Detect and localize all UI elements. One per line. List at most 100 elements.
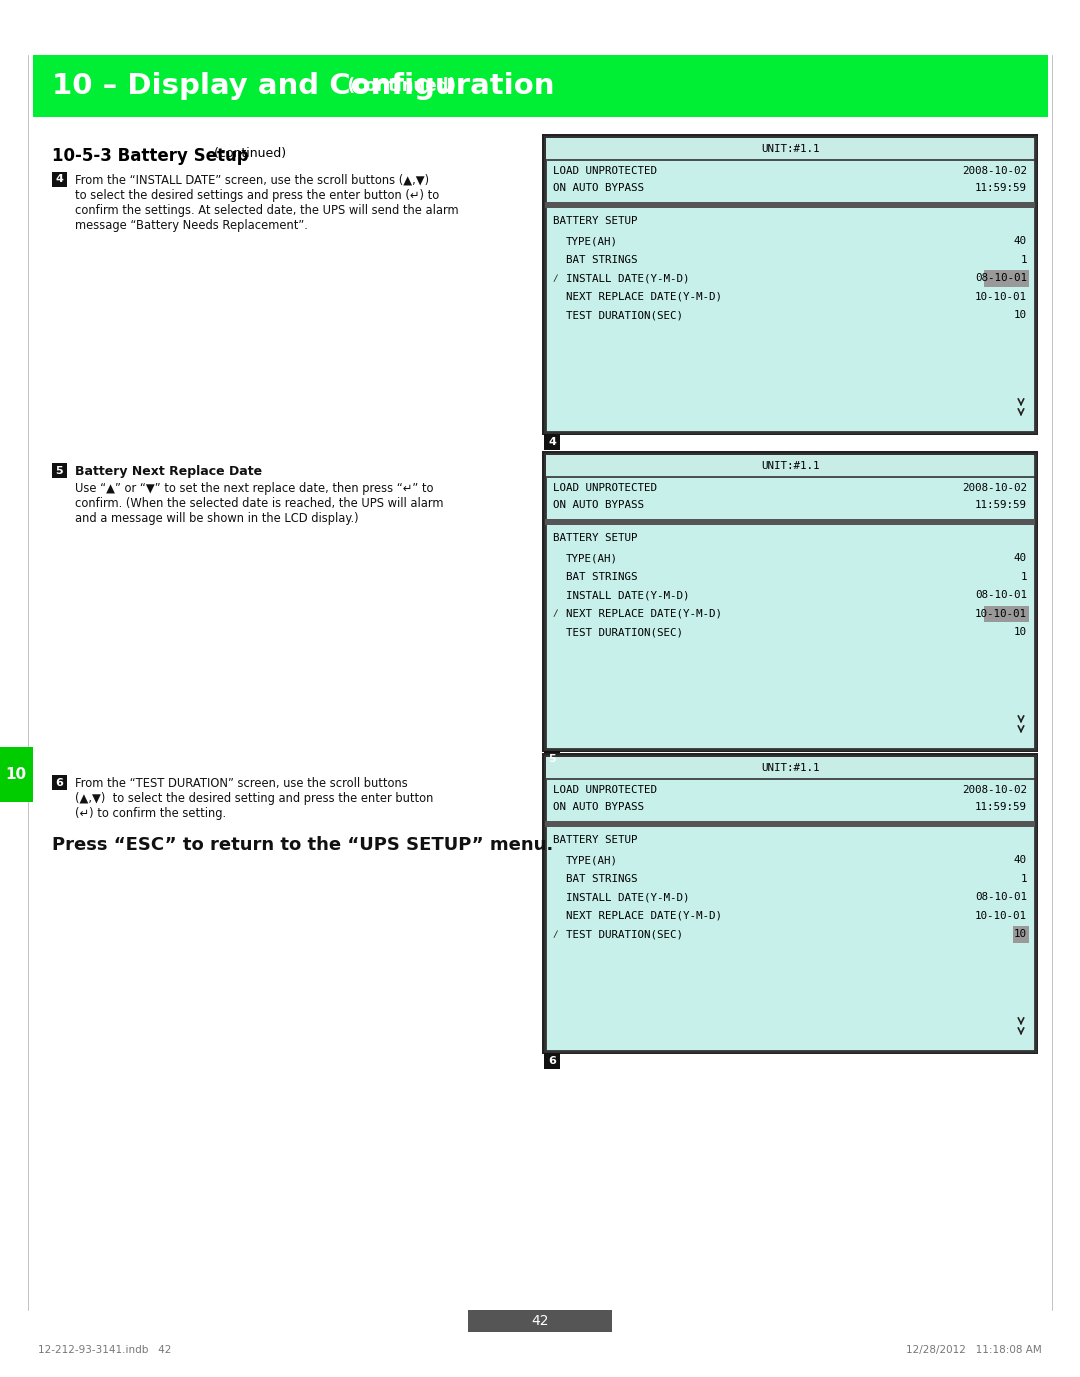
Bar — [544, 750, 561, 767]
Text: confirm the settings. At selected date, the UPS will send the alarm: confirm the settings. At selected date, … — [75, 204, 459, 218]
Text: 4: 4 — [548, 437, 556, 448]
Text: 12/28/2012   11:18:08 AM: 12/28/2012 11:18:08 AM — [906, 1345, 1042, 1355]
Text: UNIT:#1.1: UNIT:#1.1 — [760, 145, 820, 154]
Text: INSTALL DATE(Y-M-D): INSTALL DATE(Y-M-D) — [566, 892, 689, 902]
Text: 40: 40 — [1014, 855, 1027, 865]
Text: (continued): (continued) — [205, 147, 286, 160]
Text: 40: 40 — [1014, 237, 1027, 246]
Text: 6: 6 — [55, 778, 64, 788]
Text: 11:59:59: 11:59:59 — [975, 803, 1027, 812]
Text: 10: 10 — [5, 767, 27, 782]
Text: 08-10-01: 08-10-01 — [975, 892, 1027, 902]
Text: TEST DURATION(SEC): TEST DURATION(SEC) — [566, 929, 683, 939]
Text: ∕: ∕ — [553, 610, 558, 618]
Text: TYPE(AH): TYPE(AH) — [566, 554, 618, 563]
Bar — [542, 753, 1038, 1053]
Text: 40: 40 — [1014, 554, 1027, 563]
Bar — [546, 454, 1034, 478]
Bar — [542, 452, 1038, 752]
Text: NEXT REPLACE DATE(Y-M-D): NEXT REPLACE DATE(Y-M-D) — [566, 609, 723, 618]
Text: BATTERY SETUP: BATTERY SETUP — [553, 216, 637, 226]
Text: BAT STRINGS: BAT STRINGS — [566, 255, 637, 264]
Text: UNIT:#1.1: UNIT:#1.1 — [760, 763, 820, 774]
Bar — [545, 519, 1035, 525]
Text: (continued): (continued) — [336, 77, 456, 95]
Bar — [546, 757, 1034, 779]
Bar — [545, 821, 1035, 828]
Text: NEXT REPLACE DATE(Y-M-D): NEXT REPLACE DATE(Y-M-D) — [566, 292, 723, 302]
Text: TYPE(AH): TYPE(AH) — [566, 237, 618, 246]
Text: (↵) to confirm the setting.: (↵) to confirm the setting. — [75, 807, 226, 819]
Bar — [545, 454, 1035, 749]
Text: 5: 5 — [549, 755, 556, 764]
Bar — [984, 606, 1029, 622]
Text: ON AUTO BYPASS: ON AUTO BYPASS — [553, 183, 644, 193]
Text: 6: 6 — [548, 1056, 556, 1066]
Text: 42: 42 — [531, 1314, 549, 1327]
Text: LOAD UNPROTECTED: LOAD UNPROTECTED — [553, 482, 657, 493]
Bar — [0, 746, 33, 801]
Text: ON AUTO BYPASS: ON AUTO BYPASS — [553, 500, 644, 509]
Text: BATTERY SETUP: BATTERY SETUP — [553, 533, 637, 543]
Bar — [542, 134, 1038, 435]
Text: 10: 10 — [1014, 929, 1027, 939]
Text: LOAD UNPROTECTED: LOAD UNPROTECTED — [553, 785, 657, 795]
Text: ∕: ∕ — [553, 274, 558, 282]
Text: From the “TEST DURATION” screen, use the scroll buttons: From the “TEST DURATION” screen, use the… — [75, 777, 408, 790]
Text: 10-10-01: 10-10-01 — [975, 609, 1027, 618]
Text: From the “INSTALL DATE” screen, use the scroll buttons (▲,▼): From the “INSTALL DATE” screen, use the … — [75, 174, 429, 187]
Text: TYPE(AH): TYPE(AH) — [566, 855, 618, 865]
Text: to select the desired settings and press the enter button (↵) to: to select the desired settings and press… — [75, 189, 440, 202]
Text: ON AUTO BYPASS: ON AUTO BYPASS — [553, 803, 644, 812]
Text: confirm. (When the selected date is reached, the UPS will alarm: confirm. (When the selected date is reac… — [75, 497, 444, 509]
Text: 10: 10 — [1014, 310, 1027, 321]
Bar — [33, 55, 1048, 117]
Text: NEXT REPLACE DATE(Y-M-D): NEXT REPLACE DATE(Y-M-D) — [566, 910, 723, 921]
Text: 4: 4 — [55, 175, 64, 185]
Text: ∕: ∕ — [553, 929, 558, 939]
Text: INSTALL DATE(Y-M-D): INSTALL DATE(Y-M-D) — [566, 591, 689, 600]
Bar — [52, 463, 67, 478]
Text: 10: 10 — [1014, 628, 1027, 638]
Text: 11:59:59: 11:59:59 — [975, 500, 1027, 509]
Text: Battery Next Replace Date: Battery Next Replace Date — [75, 465, 262, 478]
Text: TEST DURATION(SEC): TEST DURATION(SEC) — [566, 628, 683, 638]
Bar — [52, 775, 67, 790]
Text: LOAD UNPROTECTED: LOAD UNPROTECTED — [553, 165, 657, 176]
Bar — [468, 1310, 612, 1332]
Text: 10 – Display and Configuration: 10 – Display and Configuration — [52, 72, 554, 101]
Bar — [546, 138, 1034, 161]
Bar — [984, 270, 1029, 286]
Text: 2008-10-02: 2008-10-02 — [962, 785, 1027, 795]
Text: Use “▲” or “▼” to set the next replace date, then press “↵” to: Use “▲” or “▼” to set the next replace d… — [75, 482, 433, 494]
Text: 1: 1 — [1021, 874, 1027, 884]
Bar — [545, 756, 1035, 1051]
Text: BAT STRINGS: BAT STRINGS — [566, 874, 637, 884]
Text: 10-5-3 Battery Setup: 10-5-3 Battery Setup — [52, 147, 248, 165]
Text: 2008-10-02: 2008-10-02 — [962, 482, 1027, 493]
Text: 1: 1 — [1021, 571, 1027, 582]
Bar — [544, 1053, 561, 1069]
Text: INSTALL DATE(Y-M-D): INSTALL DATE(Y-M-D) — [566, 274, 689, 284]
Text: 12-212-93-3141.indb   42: 12-212-93-3141.indb 42 — [38, 1345, 172, 1355]
Text: 10-10-01: 10-10-01 — [975, 910, 1027, 921]
Text: 08-10-01: 08-10-01 — [975, 591, 1027, 600]
Text: 11:59:59: 11:59:59 — [975, 183, 1027, 193]
Bar — [545, 202, 1035, 208]
Text: message “Battery Needs Replacement”.: message “Battery Needs Replacement”. — [75, 219, 308, 231]
Text: TEST DURATION(SEC): TEST DURATION(SEC) — [566, 310, 683, 321]
Text: UNIT:#1.1: UNIT:#1.1 — [760, 461, 820, 471]
Text: (▲,▼)  to select the desired setting and press the enter button: (▲,▼) to select the desired setting and … — [75, 792, 433, 806]
Bar — [1013, 925, 1029, 943]
Text: 1: 1 — [1021, 255, 1027, 264]
Text: BATTERY SETUP: BATTERY SETUP — [553, 834, 637, 845]
Text: 10-10-01: 10-10-01 — [975, 292, 1027, 302]
Bar — [545, 136, 1035, 432]
Text: and a message will be shown in the LCD display.): and a message will be shown in the LCD d… — [75, 512, 359, 525]
Text: BAT STRINGS: BAT STRINGS — [566, 571, 637, 582]
Text: 2008-10-02: 2008-10-02 — [962, 165, 1027, 176]
Text: 08-10-01: 08-10-01 — [975, 274, 1027, 284]
Bar — [544, 434, 561, 450]
Bar — [52, 172, 67, 187]
Text: 5: 5 — [56, 465, 64, 475]
